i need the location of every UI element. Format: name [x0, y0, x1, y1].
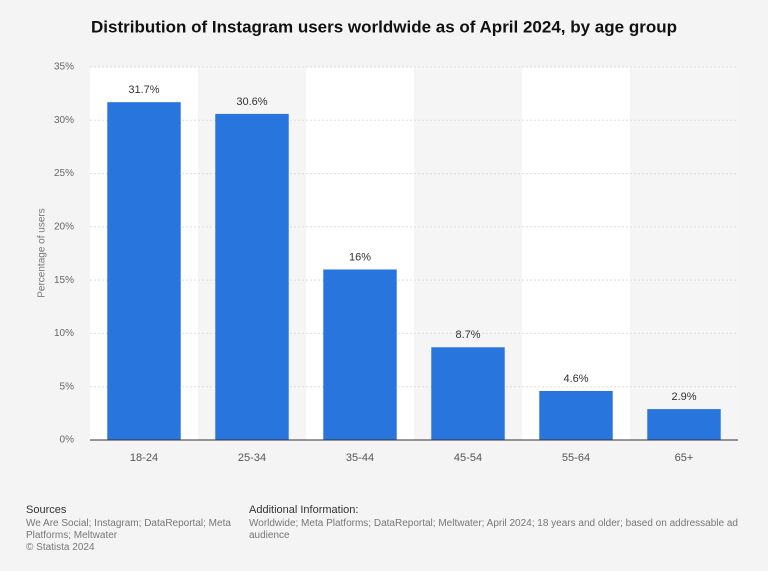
y-tick-label: 20%	[54, 221, 74, 232]
x-tick-label: 65+	[675, 452, 694, 464]
chart-title: Distribution of Instagram users worldwid…	[91, 17, 677, 36]
sources: We Are Social; Instagram; DataReportal; …	[26, 518, 231, 541]
x-tick-label: 55-64	[562, 452, 590, 464]
x-tick-label: 25-34	[238, 452, 266, 464]
sources-title: Sources	[26, 504, 67, 516]
y-tick-label: 15%	[54, 275, 74, 286]
value-label: 30.6%	[236, 96, 267, 108]
y-tick-label: 10%	[54, 328, 74, 339]
bar	[107, 102, 181, 440]
info-title: Additional Information:	[249, 504, 359, 516]
band-background	[630, 67, 738, 440]
bar	[539, 390, 613, 440]
y-tick-label: 0%	[60, 435, 75, 446]
x-tick-label: 45-54	[454, 452, 482, 464]
x-tick-label: 35-44	[346, 452, 374, 464]
bar	[431, 347, 505, 440]
y-tick-label: 25%	[54, 168, 74, 179]
chart: Distribution of Instagram users worldwid…	[37, 17, 738, 464]
x-tick-label: 18-24	[130, 452, 158, 464]
info: Worldwide; Meta Platforms; DataReportal;…	[249, 518, 738, 541]
y-tick-label: 5%	[60, 381, 75, 392]
value-label: 16%	[349, 251, 371, 263]
value-label: 8.7%	[455, 329, 480, 341]
bar	[215, 113, 289, 441]
bar	[647, 409, 721, 440]
value-label: 2.9%	[671, 391, 696, 403]
value-label: 4.6%	[563, 373, 588, 385]
bar	[323, 269, 397, 440]
y-axis-label: Percentage of users	[37, 208, 48, 298]
y-tick-label: 30%	[54, 115, 74, 126]
band-background	[522, 67, 630, 440]
copyright: © Statista 2024	[26, 542, 95, 553]
value-label: 31.7%	[128, 84, 159, 96]
y-tick-label: 35%	[54, 62, 74, 73]
